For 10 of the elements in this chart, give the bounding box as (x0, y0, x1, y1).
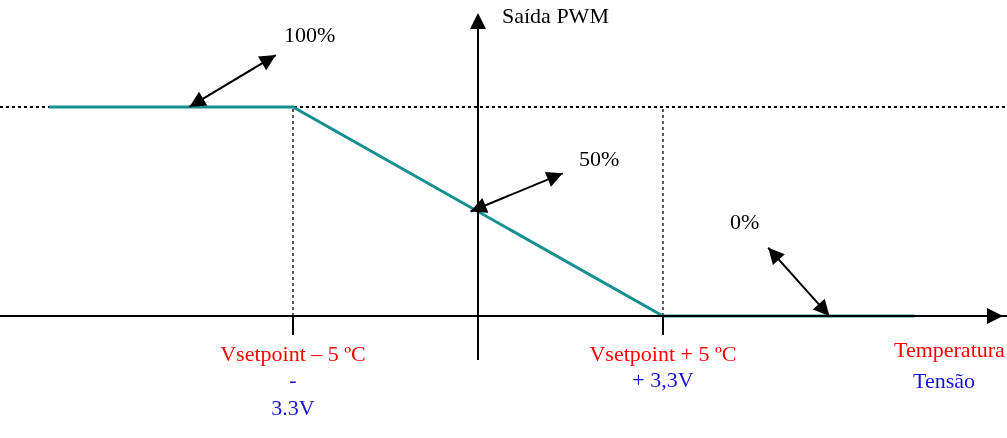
x-tick-label: Vsetpoint + 5 ºC (589, 341, 737, 367)
x2-tick-label: - 3.3V (271, 366, 315, 421)
y-axis-title: Saída PWM (502, 3, 609, 28)
annotation: 100% (284, 22, 336, 47)
annotation: 0% (730, 209, 760, 234)
annotation: 50% (579, 146, 620, 171)
x2-axis-title: Tensão (913, 368, 975, 393)
x-tick-label: Vsetpoint – 5 ºC (220, 341, 366, 367)
x-axis-title: Temperatura (894, 337, 1006, 362)
x2-tick-label: + 3,3V (632, 366, 694, 392)
